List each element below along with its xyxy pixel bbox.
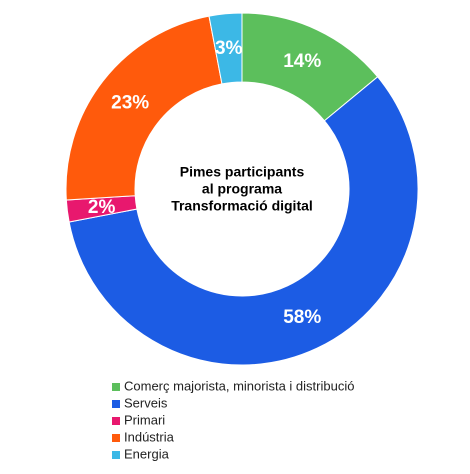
legend-swatch [112, 383, 120, 391]
value-label: 58% [283, 307, 321, 328]
donut-slice [65, 15, 223, 201]
legend-swatch [112, 417, 120, 425]
chart-title: Transformació digital [171, 198, 313, 214]
legend-swatch [112, 434, 120, 442]
chart-title: al programa [202, 181, 282, 197]
legend-swatch [112, 451, 120, 459]
value-label: 14% [283, 51, 321, 72]
donut-slice [68, 76, 419, 366]
value-label: 2% [88, 197, 116, 218]
legend-label: Primari [124, 412, 165, 427]
chart-title: Pimes participants [180, 164, 305, 180]
legend-label: Serveis [124, 395, 168, 410]
legend-label: Energia [124, 446, 170, 461]
donut-slice [208, 12, 243, 85]
value-label: 23% [111, 92, 149, 113]
legend-swatch [112, 400, 120, 408]
value-label: 3% [215, 38, 243, 59]
legend-label: Indústria [124, 429, 175, 444]
legend-label: Comerç majorista, minorista i distribuci… [124, 378, 354, 393]
